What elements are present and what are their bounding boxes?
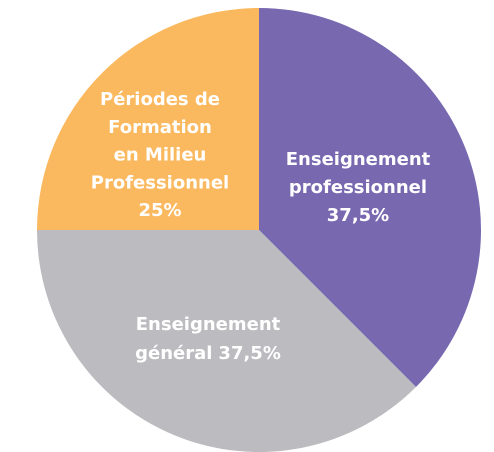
- slice-label: Enseignement général 37,5%: [135, 314, 281, 364]
- value-label: 37,5%: [327, 205, 389, 226]
- label-line: Enseignement: [286, 149, 431, 170]
- value-label: 37,5%: [218, 343, 280, 364]
- label-line: Périodes de: [100, 89, 220, 110]
- value-label: 25%: [138, 200, 181, 221]
- label-line: en Milieu: [114, 145, 207, 166]
- label-line: Professionnel: [91, 172, 229, 193]
- label-line: Enseignement: [136, 314, 281, 335]
- slice-label: Enseignement professionnel 37,5%: [286, 149, 431, 226]
- pie-slice: [37, 230, 416, 452]
- pie-slice: [37, 8, 259, 230]
- label-line: Formation: [108, 117, 212, 138]
- label-line: professionnel: [289, 177, 427, 198]
- pie-slice: [259, 8, 481, 387]
- slice-label: Périodes de Formation en Milieu Professionn…: [91, 89, 229, 221]
- label-line: général: [135, 343, 212, 364]
